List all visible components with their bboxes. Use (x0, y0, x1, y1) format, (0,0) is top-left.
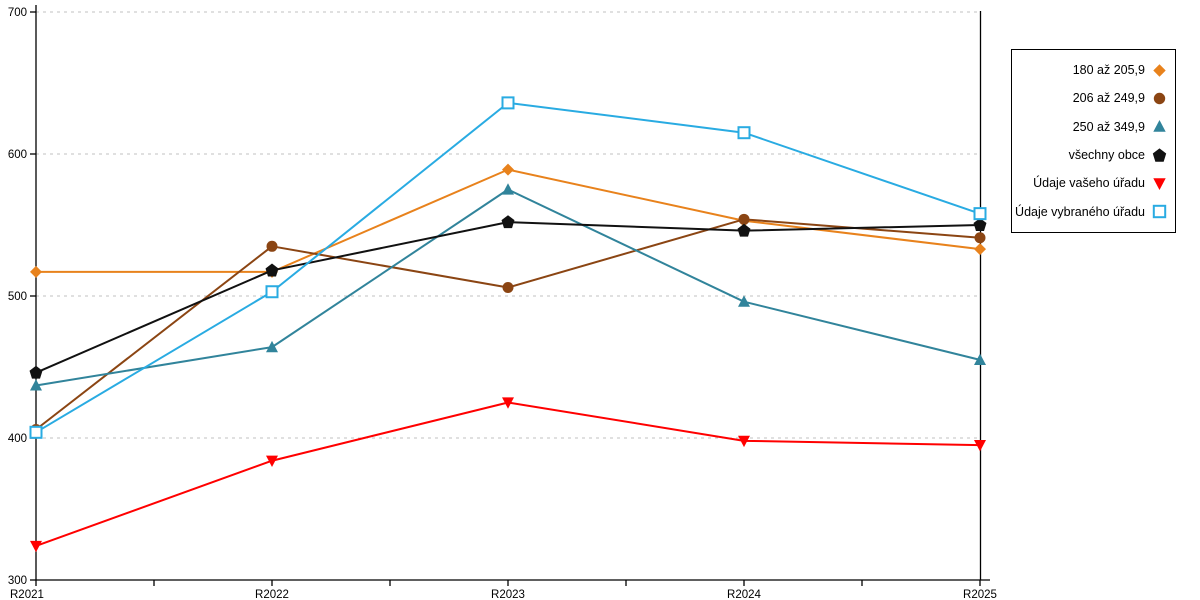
triangle-down-marker-icon (266, 455, 278, 468)
chart-legend: 180 až 205,9 206 až 249,9 250 až 349,9 všec… (1011, 49, 1176, 233)
square-open-legend-icon (1152, 205, 1167, 219)
y-tick-label-400: 400 (8, 433, 27, 445)
legend-label: všechny obce (1068, 148, 1145, 163)
legend-item-4: Údaje vašeho úřadu (1016, 169, 1167, 197)
legend-item-1: 206 až 249,9 (1016, 84, 1167, 112)
triangle-down-marker-icon (1153, 178, 1166, 190)
legend-label: 180 až 205,9 (1072, 63, 1145, 78)
diamond-marker-icon (30, 265, 42, 278)
triangle-down-marker-icon (974, 440, 986, 452)
triangle-up-marker-icon (502, 183, 514, 195)
diamond-marker-icon (974, 243, 986, 256)
pentagon-marker-icon (737, 223, 751, 237)
pentagon-marker-icon (973, 218, 987, 231)
legend-item-3: všechny obce (1016, 141, 1167, 169)
legend-label: Údaje vybraného úřadu (1015, 204, 1145, 219)
x-tick-label-R2025: R2025 (963, 589, 997, 600)
series-line-4 (35, 401, 981, 547)
square-open-marker-icon (29, 425, 43, 439)
circle-marker-icon (1153, 92, 1166, 105)
square-open-marker-icon (265, 285, 279, 299)
circle-marker-icon (266, 240, 278, 252)
x-tick-label-R2024: R2024 (727, 589, 761, 600)
triangle-down-marker-icon (30, 540, 42, 553)
legend-item-5: Údaje vybraného úřadu (1015, 198, 1167, 226)
x-tick-label-R2022: R2022 (255, 589, 289, 600)
triangle-down-marker-icon (738, 435, 750, 448)
triangle-up-marker-icon (738, 295, 750, 307)
diamond-marker-icon (502, 163, 514, 176)
circle-marker-icon (502, 281, 514, 293)
pentagon-marker-icon (501, 215, 515, 229)
triangle-up-legend-icon (1153, 120, 1166, 133)
legend-label: Údaje vašeho úřadu (1033, 176, 1145, 191)
square-open-marker-icon (973, 207, 987, 221)
y-tick-label-300: 300 (8, 575, 27, 587)
triangle-up-marker-icon (30, 379, 42, 391)
series-line-3 (35, 221, 981, 374)
x-tick-label-R2021: R2021 (10, 589, 44, 600)
y-tick-label-700: 700 (8, 7, 27, 19)
triangle-up-marker-icon (974, 353, 986, 365)
y-tick-label-600: 600 (8, 149, 27, 161)
square-open-marker-icon (1152, 205, 1167, 219)
square-open-marker-icon (737, 126, 751, 140)
pentagon-marker-icon (1152, 148, 1167, 162)
legend-item-2: 250 až 349,9 (1016, 113, 1167, 141)
pentagon-marker-icon (265, 263, 279, 277)
square-open-marker-icon (501, 96, 515, 110)
circle-marker-icon (738, 213, 750, 225)
triangle-up-marker-icon (1153, 120, 1166, 133)
pentagon-marker-icon (29, 365, 43, 379)
legend-item-0: 180 až 205,9 (1016, 56, 1167, 84)
circle-marker-icon (974, 232, 986, 244)
triangle-down-marker-icon (502, 397, 514, 409)
circle-legend-icon (1153, 92, 1166, 105)
pentagon-legend-icon (1152, 148, 1167, 162)
diamond-legend-icon (1153, 63, 1166, 77)
series-line-5 (35, 101, 981, 434)
triangle-down-legend-icon (1153, 178, 1166, 190)
y-tick-label-500: 500 (8, 291, 27, 303)
legend-label: 206 až 249,9 (1072, 91, 1145, 106)
diamond-marker-icon (1153, 63, 1166, 77)
x-tick-label-R2023: R2023 (491, 589, 525, 600)
legend-label: 250 až 349,9 (1072, 119, 1145, 134)
triangle-up-marker-icon (266, 340, 278, 353)
